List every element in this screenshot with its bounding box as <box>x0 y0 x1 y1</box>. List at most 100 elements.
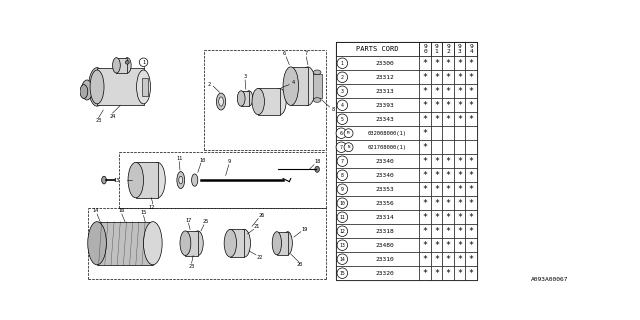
Ellipse shape <box>224 229 237 257</box>
Text: 13: 13 <box>113 178 120 183</box>
Bar <box>454 154 465 168</box>
Circle shape <box>337 240 348 251</box>
Bar <box>431 210 442 224</box>
Bar <box>336 196 419 210</box>
Bar <box>336 84 419 98</box>
Text: *: * <box>434 87 439 96</box>
Bar <box>419 168 431 182</box>
Bar <box>336 56 419 70</box>
Ellipse shape <box>313 70 321 75</box>
Bar <box>312 74 322 99</box>
Text: 23312: 23312 <box>376 75 394 80</box>
Ellipse shape <box>252 88 264 115</box>
Circle shape <box>337 254 348 264</box>
Text: 8: 8 <box>332 107 335 112</box>
Text: 11: 11 <box>339 215 345 220</box>
Bar <box>419 238 431 252</box>
Text: *: * <box>445 101 451 110</box>
Bar <box>336 266 419 280</box>
Text: *: * <box>445 171 451 180</box>
Text: *: * <box>457 185 462 194</box>
Bar <box>336 70 419 84</box>
Text: *: * <box>434 115 439 124</box>
Text: *: * <box>434 185 439 194</box>
Text: 13: 13 <box>339 243 345 248</box>
Bar <box>454 112 465 126</box>
Text: 23340: 23340 <box>376 159 394 164</box>
Bar <box>116 58 127 73</box>
Bar <box>431 252 442 266</box>
Bar <box>431 154 442 168</box>
Bar <box>336 252 419 266</box>
Text: 25: 25 <box>202 219 209 224</box>
Bar <box>419 196 431 210</box>
Ellipse shape <box>124 58 131 73</box>
Text: 11: 11 <box>176 156 182 161</box>
Text: 23310: 23310 <box>376 257 394 262</box>
Text: *: * <box>445 199 451 208</box>
Bar <box>291 67 308 105</box>
Text: 23320: 23320 <box>376 271 394 276</box>
Bar <box>230 229 244 257</box>
Circle shape <box>336 142 347 152</box>
Circle shape <box>337 114 348 124</box>
Text: N: N <box>348 145 350 149</box>
Bar <box>136 162 157 198</box>
Text: 15: 15 <box>339 271 345 276</box>
Ellipse shape <box>245 91 253 106</box>
Bar <box>442 238 454 252</box>
Ellipse shape <box>300 67 316 105</box>
Ellipse shape <box>315 166 319 172</box>
Text: 2: 2 <box>341 75 344 80</box>
Text: 2: 2 <box>208 82 211 87</box>
Text: 15: 15 <box>140 210 147 215</box>
Bar <box>465 112 477 126</box>
Bar <box>454 182 465 196</box>
Bar <box>442 112 454 126</box>
Bar <box>419 154 431 168</box>
Text: 23340: 23340 <box>376 173 394 178</box>
Text: *: * <box>434 269 439 278</box>
Text: *: * <box>468 101 474 110</box>
Text: 23313: 23313 <box>376 89 394 94</box>
Bar <box>454 56 465 70</box>
Bar <box>336 42 477 280</box>
Bar <box>336 42 419 56</box>
Ellipse shape <box>80 84 88 99</box>
Text: *: * <box>422 157 428 166</box>
Bar <box>419 182 431 196</box>
Text: *: * <box>422 255 428 264</box>
Text: 23353: 23353 <box>376 187 394 192</box>
Text: *: * <box>457 115 462 124</box>
Bar <box>465 126 477 140</box>
Bar <box>454 84 465 98</box>
Bar <box>465 98 477 112</box>
Text: *: * <box>457 171 462 180</box>
Ellipse shape <box>313 98 321 102</box>
Text: *: * <box>422 199 428 208</box>
Text: 23480: 23480 <box>376 243 394 248</box>
Text: 9
2: 9 2 <box>446 44 450 54</box>
Bar <box>465 196 477 210</box>
Bar <box>465 210 477 224</box>
Bar <box>277 232 288 255</box>
Bar <box>442 154 454 168</box>
Text: *: * <box>422 143 428 152</box>
Ellipse shape <box>237 91 245 106</box>
Text: *: * <box>434 199 439 208</box>
Bar <box>442 98 454 112</box>
Bar <box>442 210 454 224</box>
Bar <box>465 224 477 238</box>
Bar <box>336 98 419 112</box>
Ellipse shape <box>177 172 184 188</box>
Text: *: * <box>468 241 474 250</box>
Bar <box>431 168 442 182</box>
Text: 23356: 23356 <box>376 201 394 206</box>
Text: *: * <box>434 241 439 250</box>
Bar <box>442 168 454 182</box>
Bar <box>442 126 454 140</box>
Ellipse shape <box>179 176 182 184</box>
Ellipse shape <box>125 60 129 64</box>
Text: *: * <box>468 269 474 278</box>
Text: *: * <box>468 171 474 180</box>
